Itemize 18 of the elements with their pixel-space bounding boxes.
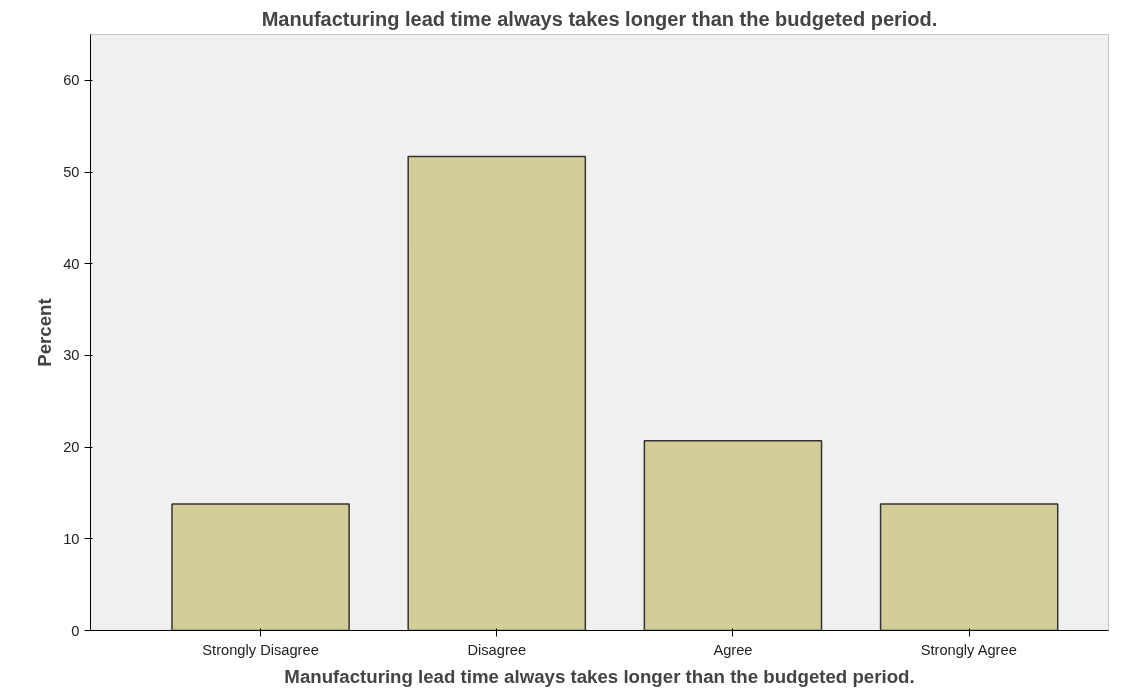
x-axis-title: Manufacturing lead time always takes longer than the budgeted period. <box>284 665 915 687</box>
x-tick-label: Strongly Disagree <box>202 641 319 658</box>
bar <box>879 503 1059 631</box>
y-tick-label: 50 <box>63 164 80 181</box>
bar <box>407 155 587 631</box>
x-tick-label: Agree <box>713 641 753 658</box>
y-tick-label: 20 <box>63 439 80 456</box>
y-tick-label: 10 <box>63 530 80 547</box>
chart-title: Manufacturing lead time always takes longer than the budgeted period. <box>261 7 938 30</box>
y-tick-label: 60 <box>63 72 80 89</box>
x-tick-label: Strongly Agree <box>920 641 1017 658</box>
bar <box>643 439 823 631</box>
y-tick-label: 40 <box>63 255 80 272</box>
y-axis-title: Percent <box>34 298 56 367</box>
bar <box>171 503 350 631</box>
x-tick-label: Disagree <box>467 641 527 658</box>
y-tick-label: 30 <box>63 347 80 364</box>
y-tick-label: 0 <box>71 622 80 639</box>
